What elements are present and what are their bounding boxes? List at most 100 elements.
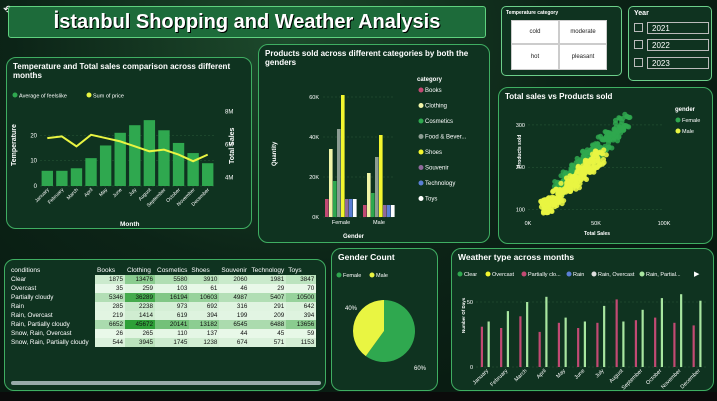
- legend-average-feelslike: Average of feelslike: [19, 94, 67, 100]
- scatter-point: [601, 137, 607, 143]
- year-option-2021[interactable]: 2021: [634, 22, 709, 34]
- scatter-point: [556, 198, 562, 205]
- checkbox-icon[interactable]: [634, 23, 643, 32]
- slicer-tile-hot[interactable]: hot: [511, 44, 559, 70]
- bar: [41, 170, 53, 186]
- bar: [526, 302, 529, 367]
- bar: [172, 142, 185, 186]
- legend-sum-of-price: Sum of price: [93, 94, 124, 100]
- column-header[interactable]: Cosmetics: [157, 267, 188, 274]
- x-axis-label: Total Sales: [584, 231, 610, 237]
- checkbox-icon[interactable]: [634, 40, 643, 49]
- column-header[interactable]: Clothing: [127, 267, 151, 274]
- scatter-point: [619, 125, 626, 131]
- legend-item: Partially clo...: [528, 272, 561, 278]
- bar: [337, 129, 341, 217]
- gender-count-panel: Gender Count Female Male 60% 40%: [331, 248, 438, 391]
- bar: [367, 173, 371, 217]
- bar: [641, 309, 644, 367]
- x-tick-label: September: [621, 368, 644, 391]
- table-cell: 619: [155, 311, 190, 320]
- x-tick-label: December: [680, 368, 702, 390]
- column-header[interactable]: Shoes: [191, 267, 210, 274]
- y-axis-label: Number Of Days: [461, 297, 466, 333]
- legend-next-icon[interactable]: ▶: [694, 271, 700, 278]
- row-label: Rain, Overcast: [11, 312, 53, 319]
- table-cell: 6652: [95, 320, 125, 329]
- bar: [383, 205, 387, 217]
- bar: [583, 321, 586, 367]
- bar: [660, 298, 663, 367]
- legend-item: Clothing: [425, 104, 447, 110]
- legend-marker: [675, 117, 681, 123]
- bar: [353, 199, 357, 217]
- bar: [673, 322, 676, 367]
- column-header[interactable]: Toys: [288, 267, 302, 274]
- table-cell: 61: [189, 284, 220, 293]
- bar: [341, 95, 345, 217]
- horizontal-scrollbar[interactable]: [11, 381, 321, 385]
- pie-label: 60%: [414, 366, 427, 372]
- bar: [158, 130, 170, 186]
- table-cell: 70: [286, 284, 317, 293]
- bar: [596, 322, 599, 367]
- bar: [379, 135, 383, 217]
- table-row: Rain 285 2238 973 692 316 291 642: [9, 302, 317, 311]
- table-cell: 394: [189, 311, 220, 320]
- bar: [538, 331, 541, 367]
- legend-item: Rain, Partial...: [646, 272, 681, 278]
- scatter-point: [586, 158, 592, 164]
- table-row: Rain, Partially cloudy 6652 45672 20141 1318…: [9, 320, 317, 329]
- column-header[interactable]: conditions: [11, 267, 41, 274]
- table-row: Rain, Overcast 219 1414 619 394 199 209 394: [9, 311, 317, 320]
- column-header[interactable]: Books: [97, 267, 116, 274]
- legend-marker: [566, 271, 572, 277]
- pie-slice: [353, 300, 384, 357]
- bar: [387, 205, 391, 217]
- y-tick-label: 10: [30, 159, 37, 165]
- x-tick-label: March: [66, 187, 80, 201]
- legend-item: Food & Bever...: [425, 135, 467, 141]
- column-header[interactable]: Technology: [251, 267, 285, 274]
- column-header[interactable]: Souvenir: [221, 267, 247, 274]
- scatter-point: [582, 163, 589, 169]
- year-option-2022[interactable]: 2022: [634, 39, 709, 51]
- scatter-point: [558, 173, 564, 179]
- pie-label: 40%: [345, 306, 358, 312]
- table-cell: 692: [189, 302, 220, 311]
- x-tick-label: July: [594, 368, 605, 379]
- legend-item: Rain: [573, 272, 584, 278]
- legend-item: Technology: [425, 181, 455, 187]
- bar: [506, 311, 509, 367]
- checkbox-icon[interactable]: [634, 58, 643, 67]
- table-cell: 544: [95, 338, 125, 347]
- scatter-point: [610, 131, 617, 137]
- scatter-point: [606, 144, 612, 150]
- table-cell: 35: [95, 284, 125, 293]
- x-tick-label: February: [47, 187, 66, 206]
- slicer-tile-pleasant[interactable]: pleasant: [559, 44, 607, 70]
- legend-marker: [457, 271, 463, 277]
- y-tick-label: 300: [516, 123, 525, 129]
- x-tick-label: January: [472, 368, 490, 386]
- scatter-point: [548, 207, 555, 214]
- scatter-point: [622, 111, 628, 117]
- back-arrow-icon[interactable]: ⟲: [3, 3, 19, 19]
- chart-title: Total sales vs Products sold: [505, 92, 613, 101]
- x-tick-label: June: [574, 368, 587, 381]
- slicer-tile-moderate[interactable]: moderate: [559, 20, 607, 44]
- slicer-tile-cold[interactable]: cold: [511, 20, 559, 44]
- bar: [487, 321, 490, 367]
- scatter-point: [595, 134, 601, 140]
- table-row: Partially cloudy 5346 36289 16194 10603 4987 5…: [9, 293, 317, 302]
- table-row: Overcast 35 259 103 61 46 29 70: [9, 284, 317, 293]
- table-cell: 285: [95, 302, 125, 311]
- year-option-2023[interactable]: 2023: [634, 57, 709, 69]
- table-cell: 674: [219, 338, 250, 347]
- table-cell: 316: [219, 302, 250, 311]
- scatter-point: [541, 197, 547, 203]
- bar: [56, 170, 68, 186]
- legend-marker: [418, 149, 424, 155]
- x-tick-label: March: [513, 368, 528, 383]
- y-tick-label: 60K: [309, 95, 319, 101]
